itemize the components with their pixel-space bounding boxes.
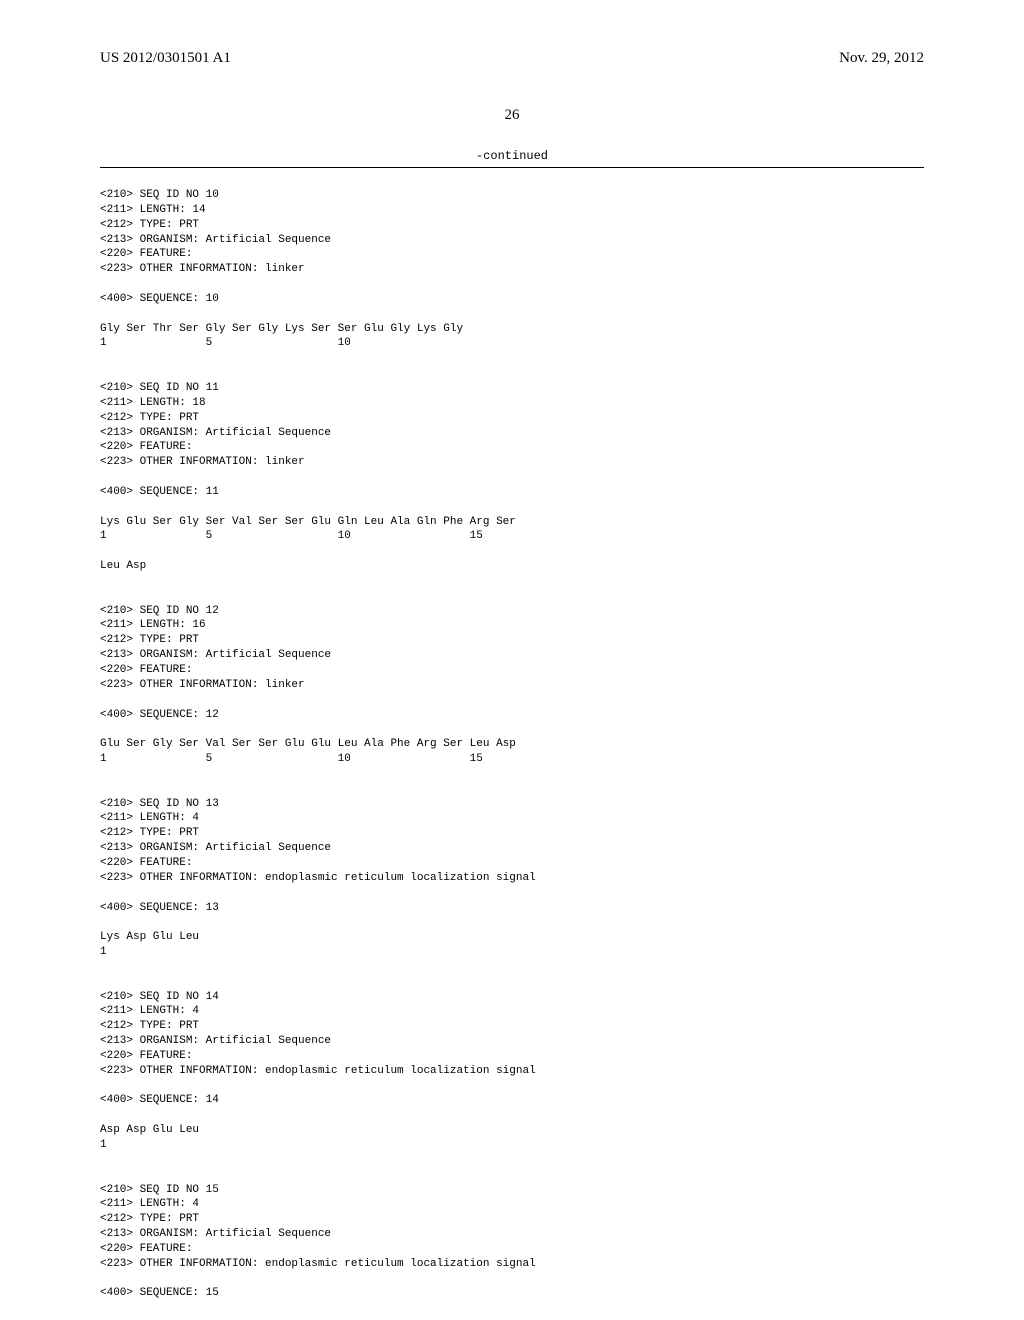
seq-id-line: <210> SEQ ID NO 13 <box>100 798 219 810</box>
seq-info-line: <223> OTHER INFORMATION: linker <box>100 456 305 468</box>
seq-length-line: <211> LENGTH: 4 <box>100 812 199 824</box>
seq-id-line: <210> SEQ ID NO 10 <box>100 189 219 201</box>
seq-title-line: <400> SEQUENCE: 13 <box>100 902 219 914</box>
seq-info-line: <223> OTHER INFORMATION: endoplasmic ret… <box>100 1065 536 1077</box>
seq-title-line: <400> SEQUENCE: 12 <box>100 709 219 721</box>
seq-feature-line: <220> FEATURE: <box>100 1050 192 1062</box>
seq-info-line: <223> OTHER INFORMATION: linker <box>100 263 305 275</box>
seq-organism-line: <213> ORGANISM: Artificial Sequence <box>100 1035 331 1047</box>
seq-length-line: <211> LENGTH: 14 <box>100 204 206 216</box>
continued-label: -continued <box>100 149 924 163</box>
seq-length-line: <211> LENGTH: 16 <box>100 619 206 631</box>
seq-type-line: <212> TYPE: PRT <box>100 827 199 839</box>
seq-length-line: <211> LENGTH: 18 <box>100 397 206 409</box>
seq-position-line: 1 <box>100 946 107 958</box>
seq-type-line: <212> TYPE: PRT <box>100 1213 199 1225</box>
seq-length-line: <211> LENGTH: 4 <box>100 1005 199 1017</box>
publication-number: US 2012/0301501 A1 <box>100 50 231 67</box>
seq-organism-line: <213> ORGANISM: Artificial Sequence <box>100 1228 331 1240</box>
seq-id-line: <210> SEQ ID NO 14 <box>100 991 219 1003</box>
seq-organism-line: <213> ORGANISM: Artificial Sequence <box>100 427 331 439</box>
seq-position-line: 1 5 10 <box>100 337 351 349</box>
seq-feature-line: <220> FEATURE: <box>100 248 192 260</box>
seq-feature-line: <220> FEATURE: <box>100 857 192 869</box>
seq-title-line: <400> SEQUENCE: 10 <box>100 293 219 305</box>
publication-date: Nov. 29, 2012 <box>839 50 924 67</box>
seq-residues-line: Glu Ser Gly Ser Val Ser Ser Glu Glu Leu … <box>100 738 516 750</box>
seq-id-line: <210> SEQ ID NO 11 <box>100 382 219 394</box>
seq-type-line: <212> TYPE: PRT <box>100 412 199 424</box>
seq-length-line: <211> LENGTH: 4 <box>100 1198 199 1210</box>
seq-position-line: 1 5 10 15 <box>100 753 483 765</box>
seq-residues-line: Asp Asp Glu Leu <box>100 1124 199 1136</box>
seq-feature-line: <220> FEATURE: <box>100 441 192 453</box>
seq-organism-line: <213> ORGANISM: Artificial Sequence <box>100 842 331 854</box>
seq-title-line: <400> SEQUENCE: 15 <box>100 1287 219 1299</box>
seq-type-line: <212> TYPE: PRT <box>100 219 199 231</box>
seq-info-line: <223> OTHER INFORMATION: linker <box>100 679 305 691</box>
patent-page: US 2012/0301501 A1 Nov. 29, 2012 26 -con… <box>0 0 1024 1320</box>
seq-type-line: <212> TYPE: PRT <box>100 634 199 646</box>
seq-info-line: <223> OTHER INFORMATION: endoplasmic ret… <box>100 872 536 884</box>
seq-position-line: 1 5 10 15 <box>100 530 483 542</box>
seq-title-line: <400> SEQUENCE: 14 <box>100 1094 219 1106</box>
seq-residues-line: Lys Glu Ser Gly Ser Val Ser Ser Glu Gln … <box>100 516 516 528</box>
page-number: 26 <box>100 107 924 124</box>
seq-type-line: <212> TYPE: PRT <box>100 1020 199 1032</box>
seq-info-line: <223> OTHER INFORMATION: endoplasmic ret… <box>100 1258 536 1270</box>
seq-feature-line: <220> FEATURE: <box>100 664 192 676</box>
seq-id-line: <210> SEQ ID NO 12 <box>100 605 219 617</box>
divider-line <box>100 167 924 168</box>
seq-organism-line: <213> ORGANISM: Artificial Sequence <box>100 649 331 661</box>
seq-feature-line: <220> FEATURE: <box>100 1243 192 1255</box>
sequence-block: <210> SEQ ID NO 10 <211> LENGTH: 14 <212… <box>100 188 924 1301</box>
seq-residues-line: Lys Asp Glu Leu <box>100 931 199 943</box>
seq-title-line: <400> SEQUENCE: 11 <box>100 486 219 498</box>
seq-position-line: 1 <box>100 1139 107 1151</box>
seq-residues-line: Gly Ser Thr Ser Gly Ser Gly Lys Ser Ser … <box>100 323 463 335</box>
page-header: US 2012/0301501 A1 Nov. 29, 2012 <box>100 50 924 67</box>
seq-id-line: <210> SEQ ID NO 15 <box>100 1184 219 1196</box>
seq-organism-line: <213> ORGANISM: Artificial Sequence <box>100 234 331 246</box>
seq-residues-line: Leu Asp <box>100 560 146 572</box>
